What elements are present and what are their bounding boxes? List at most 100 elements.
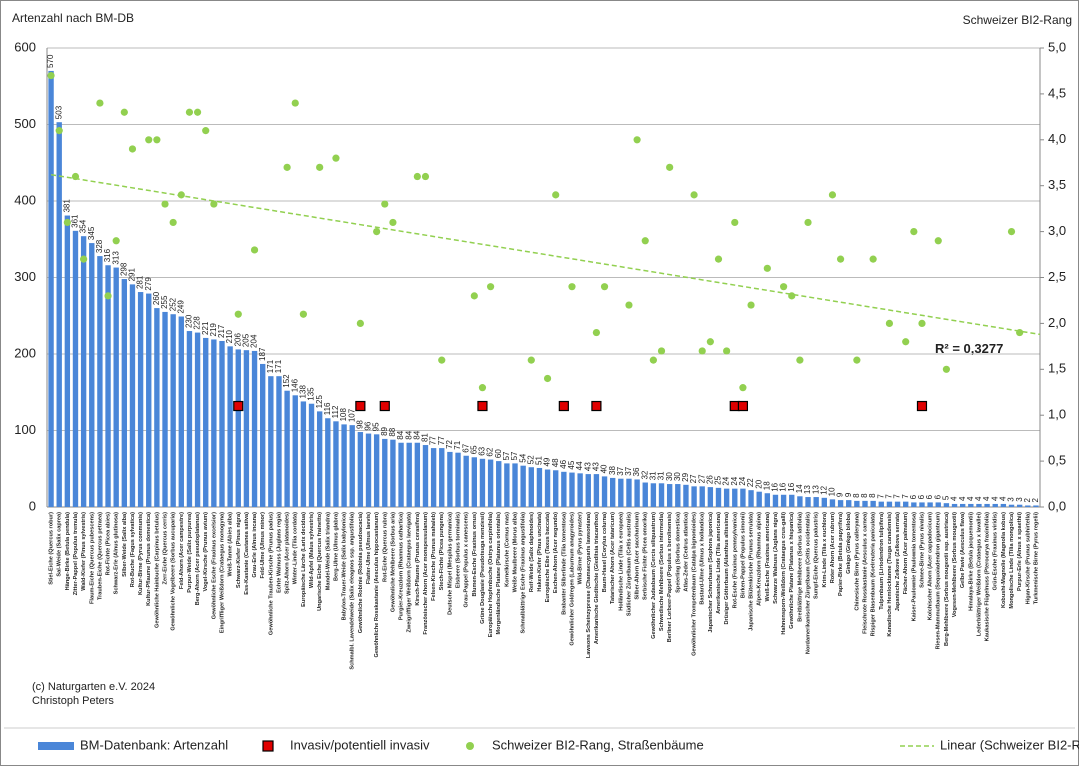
bar xyxy=(699,486,705,507)
bar xyxy=(894,501,901,507)
invasive-marker xyxy=(591,400,602,412)
legend-label: Invasiv/potentiell invasiv xyxy=(290,737,430,752)
value-label: 16 xyxy=(787,482,796,491)
y-tick-label: 200 xyxy=(14,345,36,360)
x-tick-label: Kanadische Hemlocktanne (Tsuga canadensi… xyxy=(887,512,893,637)
bar xyxy=(341,424,347,507)
x-tick-label: Gewöhnliche Rosskastanie (Aesculus hippo… xyxy=(374,512,380,658)
rank-point xyxy=(316,163,324,171)
value-label: 146 xyxy=(290,378,299,392)
value-label: 81 xyxy=(421,433,430,442)
y2-tick-label: 1,0 xyxy=(1048,407,1066,422)
value-label: 49 xyxy=(543,457,552,466)
value-label: 84 xyxy=(404,430,413,439)
rank-point xyxy=(796,356,804,364)
x-tick-label: Vogel-Kirsche (Prunus avium) xyxy=(203,512,209,592)
bar xyxy=(544,469,551,507)
rank-point xyxy=(853,356,861,364)
x-tick-label: Baum-Hasel (Corylus colurna) xyxy=(602,512,608,592)
value-label: 38 xyxy=(608,465,617,474)
x-tick-label: Roter Ahorn (Acer rubrum) xyxy=(830,512,836,583)
value-label: 230 xyxy=(185,314,194,328)
rank-point xyxy=(763,264,771,272)
bar xyxy=(740,488,746,507)
bar xyxy=(284,390,290,507)
value-label: 72 xyxy=(445,439,454,448)
value-label: 171 xyxy=(266,359,275,373)
y2-tick-label: 4,5 xyxy=(1048,85,1066,100)
value-label: 291 xyxy=(128,267,137,281)
legend-swatch xyxy=(38,742,74,750)
value-label: 219 xyxy=(209,323,218,337)
x-tick-label: Schmalbl. Lavendelweide (Salix eleagnos … xyxy=(350,512,356,670)
bar xyxy=(536,467,543,507)
bar xyxy=(528,467,534,507)
bar xyxy=(520,465,526,507)
x-tick-label: Kaiser-Paulownie (Paulownia tomentosa) xyxy=(911,512,917,622)
invasive-marker xyxy=(737,400,749,412)
value-label: 138 xyxy=(298,385,307,399)
rank-point xyxy=(381,200,389,208)
x-tick-label: Berliner Lorbeer-Pappel (Populus x berol… xyxy=(667,512,673,642)
x-tick-label: Zweigriffliger Weißdorn (Crataegus laevi… xyxy=(407,512,413,633)
invasive-marker xyxy=(916,400,928,412)
value-label: 14 xyxy=(795,484,804,493)
rank-point xyxy=(202,127,210,135)
x-tick-label: Fächer-Ahorn (Acer palmatum) xyxy=(903,512,909,595)
x-tick-label: Rot-Fichte (Picea abies) xyxy=(106,512,112,576)
value-label: 48 xyxy=(551,458,560,467)
value-label: 6 xyxy=(925,494,934,499)
bar xyxy=(723,488,730,507)
bar xyxy=(439,448,445,507)
bar xyxy=(756,491,762,507)
x-tick-label: Tatarischer Ahorn (Acer tataricum) xyxy=(610,512,616,604)
x-tick-label: Japanischer Schnurbaum (Sophora japonica… xyxy=(708,512,714,633)
bar xyxy=(732,488,738,507)
y2-tick-label: 3,0 xyxy=(1048,223,1066,238)
rank-point xyxy=(592,328,601,337)
x-tick-label: Alpen-Kreuzdorn (Rhamnus alpina) xyxy=(757,512,763,606)
rank-point xyxy=(145,136,153,144)
rank-point xyxy=(698,347,706,355)
invasive-marker xyxy=(233,400,244,412)
x-tick-label: Spitz-Ahorn (Acer platanoides) xyxy=(285,512,291,594)
value-label: 40 xyxy=(600,464,609,473)
x-tick-label: Sumpf-Eiche (Quercus palustris) xyxy=(814,512,820,599)
rank-point xyxy=(804,218,812,227)
rank-point xyxy=(250,246,259,254)
x-tick-label: Breitblättrige Mehlbeere (Sorbus latifol… xyxy=(797,512,803,622)
bar xyxy=(105,265,111,507)
value-label: 84 xyxy=(396,430,405,439)
bar xyxy=(789,494,795,507)
rank-point xyxy=(1007,228,1016,236)
x-tick-label: Gewöhnliche Trauben-Kirsche (Prunus padu… xyxy=(268,512,274,635)
x-tick-label: Wild-Birne (Pyrus pyraster) xyxy=(578,512,584,585)
value-label: 45 xyxy=(567,460,576,469)
x-tick-label: Stiel-Eiche (Quercus robur) xyxy=(49,512,55,585)
bar xyxy=(854,500,860,507)
bar xyxy=(780,494,787,507)
value-label: 108 xyxy=(339,407,348,421)
x-tick-label: Europäische Eibe (Taxus baccata) xyxy=(545,512,551,602)
value-label: 37 xyxy=(616,466,625,475)
value-label: 71 xyxy=(453,440,462,449)
x-tick-label: Speierling (Sorbus domestica) xyxy=(675,512,681,593)
bar xyxy=(935,502,941,507)
value-label: 3 xyxy=(1007,497,1016,502)
rank-point xyxy=(299,310,307,318)
value-label: 4 xyxy=(990,496,999,501)
bar xyxy=(609,477,616,507)
rank-point xyxy=(527,356,535,364)
x-tick-label: Kultur-Pflaume (Prunus domestica) xyxy=(146,512,152,606)
bar xyxy=(764,493,771,507)
value-label: 8 xyxy=(868,493,877,498)
value-label: 187 xyxy=(258,347,267,361)
x-tick-label: Flatter-Ulme (Ulmus laevis) xyxy=(366,512,372,584)
x-tick-label: Holländische Linde (Tilia x europaea) xyxy=(618,512,624,611)
value-label: 36 xyxy=(632,467,641,476)
value-label: 12 xyxy=(819,485,828,494)
value-label: 22 xyxy=(746,478,755,487)
x-tick-label: Grau-Erle (Alnus incana) xyxy=(252,512,258,578)
bar xyxy=(1025,505,1031,507)
rank-point xyxy=(552,191,560,199)
